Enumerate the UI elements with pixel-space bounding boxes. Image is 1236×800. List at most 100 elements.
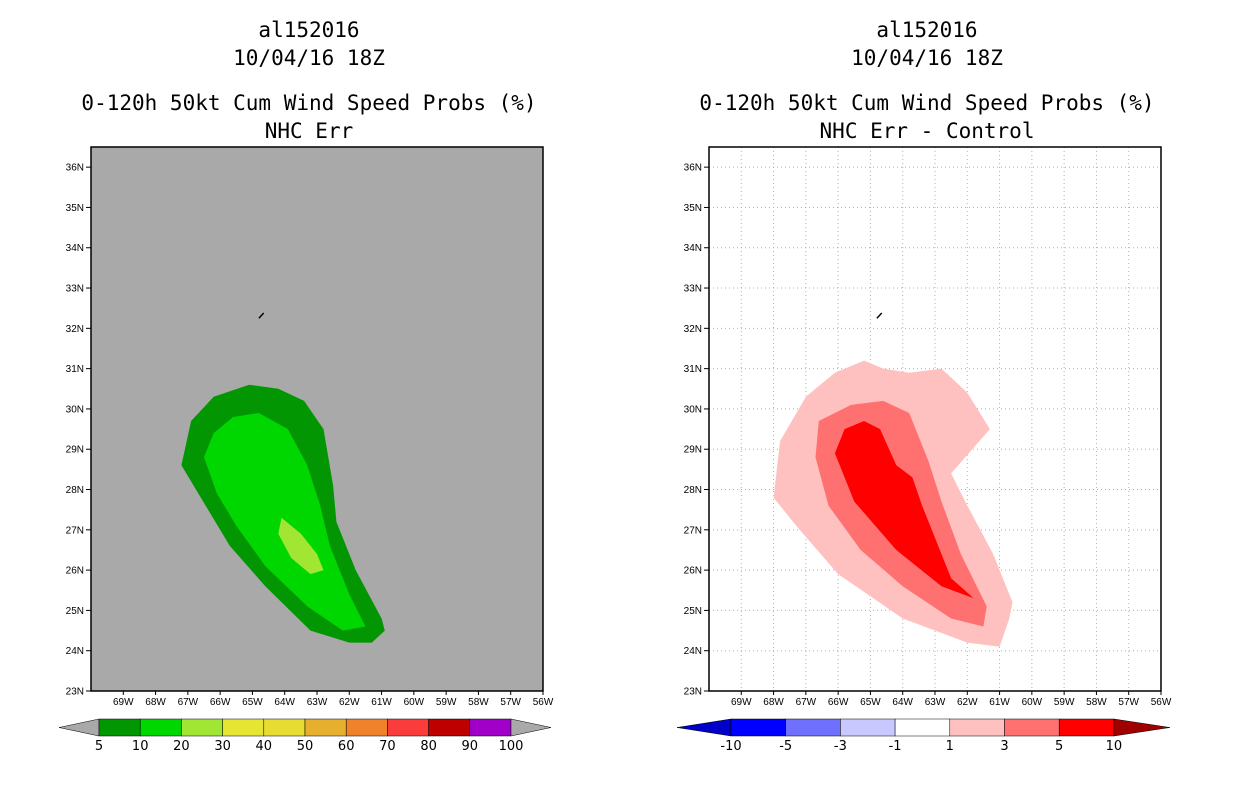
colorbar-swatch <box>181 718 223 737</box>
lat-tick-label: 33N <box>684 284 702 295</box>
lat-tick-label: 31N <box>66 364 84 375</box>
lat-tick-label: 34N <box>66 243 84 254</box>
lat-tick-label: 32N <box>684 324 702 335</box>
colorbar-arrow-low <box>676 718 732 737</box>
lon-tick-label: 63W <box>925 697 946 708</box>
lon-tick-label: 57W <box>500 697 521 708</box>
bermuda-island <box>876 312 883 319</box>
colorbar-swatch <box>98 718 141 737</box>
chart-title: 0-120h 50kt Cum Wind Speed Probs (%) <box>699 91 1155 115</box>
chart-storm-id: al152016 <box>258 18 360 42</box>
colorbar-label: 90 <box>462 739 479 754</box>
lon-tick-label: 64W <box>274 697 295 708</box>
colorbar-label: 50 <box>297 739 314 754</box>
lat-tick-label: 35N <box>684 203 702 214</box>
lon-tick-label: 60W <box>1022 697 1043 708</box>
lat-tick-label: 28N <box>684 485 702 496</box>
lon-tick-label: 61W <box>371 697 392 708</box>
lon-tick-label: 62W <box>957 697 978 708</box>
colorbar-label: 30 <box>214 739 231 754</box>
lat-tick-label: 30N <box>684 404 702 415</box>
chart-subtitle: NHC Err <box>264 119 354 143</box>
colorbar-label: -5 <box>779 739 792 754</box>
lat-tick-label: 27N <box>66 525 84 536</box>
colorbar-swatch <box>304 718 347 737</box>
lat-tick-label: 25N <box>684 606 702 617</box>
chart-title: 0-120h 50kt Cum Wind Speed Probs (%) <box>81 91 537 115</box>
lon-tick-label: 67W <box>178 697 199 708</box>
lat-tick-label: 24N <box>66 646 84 657</box>
lon-tick-label: 60W <box>404 697 425 708</box>
colorbar-label: 40 <box>256 739 273 754</box>
colorbar-label: 100 <box>499 739 524 754</box>
colorbar-swatch <box>222 718 265 737</box>
colorbar-swatch <box>263 718 306 737</box>
lon-tick-label: 67W <box>796 697 817 708</box>
colorbar-swatch <box>428 718 471 737</box>
lat-tick-label: 27N <box>684 525 702 536</box>
lat-tick-label: 26N <box>684 566 702 577</box>
lon-tick-label: 62W <box>339 697 360 708</box>
colorbar-swatch <box>730 718 786 737</box>
lon-tick-label: 65W <box>242 697 263 708</box>
chart-svg-nhc-err-control: 23N 24N 25N 26N 27N 28N 29N 30N 31N 32N 33N 34N 35N 3… <box>676 146 1172 754</box>
lat-tick-label: 26N <box>66 566 84 577</box>
colorbar-swatch <box>139 718 182 737</box>
lat-tick-label: 31N <box>684 364 702 375</box>
colorbar-label: 1 <box>946 739 954 754</box>
colorbar-swatch <box>469 718 512 737</box>
colorbar-label: -10 <box>720 739 741 754</box>
colorbar-arrow-low <box>58 718 100 737</box>
lon-tick-label: 66W <box>828 697 849 708</box>
lon-tick-label: 59W <box>1054 697 1075 708</box>
lat-tick-label: 30N <box>66 404 84 415</box>
chart-datetime: 10/04/16 18Z <box>233 46 385 70</box>
contour-5-10 <box>834 421 974 599</box>
lon-tick-label: 69W <box>731 697 752 708</box>
colorbar-label: 3 <box>1000 739 1008 754</box>
lon-tick-label: 56W <box>533 697 554 708</box>
colorbar-label: 5 <box>95 739 103 754</box>
lat-tick-label: 25N <box>66 606 84 617</box>
lat-tick-label: 35N <box>66 203 84 214</box>
lat-tick-label: 34N <box>684 243 702 254</box>
chart-datetime: 10/04/16 18Z <box>851 46 1003 70</box>
lat-tick-label: 36N <box>684 163 702 174</box>
contour-20-30 <box>278 517 324 575</box>
lon-tick-label: 68W <box>145 697 166 708</box>
lat-tick-label: 24N <box>684 646 702 657</box>
colorbar-swatch <box>949 718 1005 737</box>
colorbar-swatch <box>345 718 388 737</box>
panel-nhc-err-control: al152016 10/04/16 18Z 0-120h 50kt Cum Wi… <box>618 0 1236 800</box>
colorbar-label: 5 <box>1055 739 1063 754</box>
lon-tick-label: 56W <box>1151 697 1172 708</box>
lon-tick-label: 58W <box>468 697 489 708</box>
colorbar-arrow-high <box>510 718 552 737</box>
colorbar-swatch <box>1004 718 1060 737</box>
lon-tick-label: 63W <box>307 697 328 708</box>
colorbar-swatch <box>387 718 429 737</box>
lat-tick-label: 23N <box>684 687 702 698</box>
colorbar-label: 10 <box>1106 739 1123 754</box>
chart-storm-id: al152016 <box>876 18 978 42</box>
colorbar-label: 60 <box>338 739 355 754</box>
chart-svg-nhc-err: 23N 24N 25N 26N 27N 28N 29N 30N 31N 32N 33N 34N 35N 3… <box>58 146 554 754</box>
lon-tick-label: 64W <box>892 697 913 708</box>
chart-subtitle: NHC Err - Control <box>819 119 1035 143</box>
colorbar-label: 80 <box>420 739 437 754</box>
bermuda-island <box>258 312 265 319</box>
colorbar-swatch <box>840 718 896 737</box>
lat-tick-label: 36N <box>66 163 84 174</box>
colorbar-label: -1 <box>889 739 902 754</box>
lat-tick-label: 28N <box>66 485 84 496</box>
colorbar-label: 10 <box>132 739 149 754</box>
colorbar-label: 20 <box>173 739 190 754</box>
lon-tick-label: 68W <box>763 697 784 708</box>
lon-tick-label: 58W <box>1086 697 1107 708</box>
lon-tick-label: 59W <box>436 697 457 708</box>
colorbar-swatch <box>1058 718 1115 737</box>
lat-tick-label: 32N <box>66 324 84 335</box>
lat-tick-label: 33N <box>66 284 84 295</box>
colorbar-label: 70 <box>379 739 396 754</box>
colorbar-arrow-high <box>1113 718 1170 737</box>
